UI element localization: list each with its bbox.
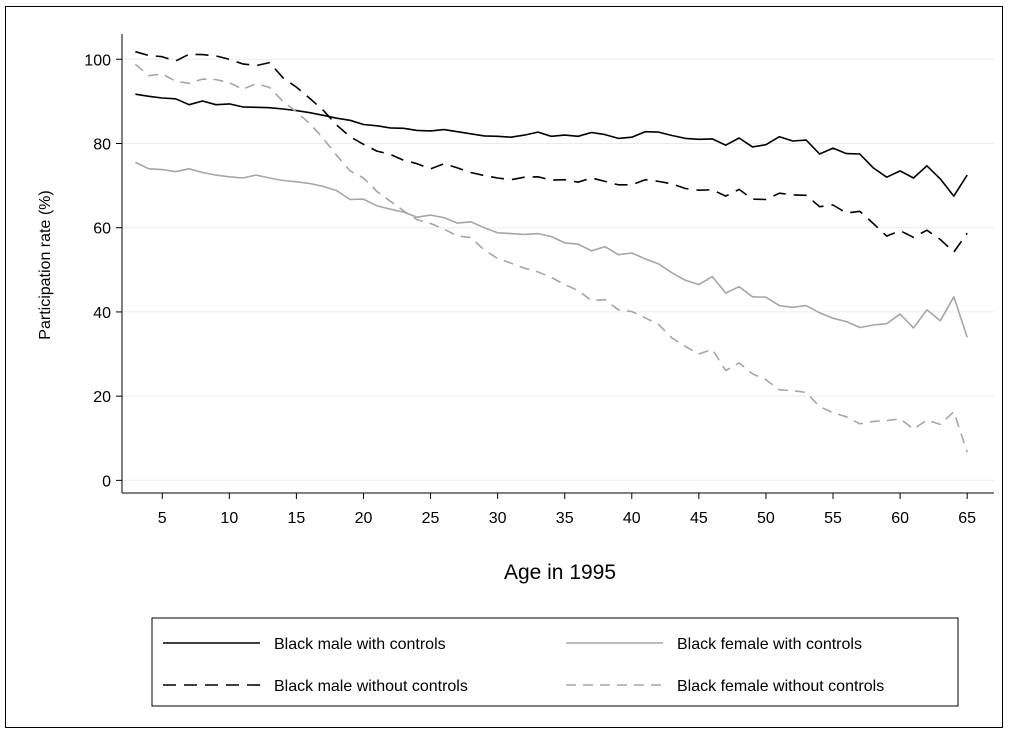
- x-axis-title: Age in 1995: [504, 561, 616, 584]
- y-tick-label: 80: [93, 136, 111, 153]
- x-tick-label: 35: [556, 510, 574, 527]
- x-tick-label: 15: [288, 510, 306, 527]
- y-tick-label: 100: [84, 52, 111, 69]
- legend-box: [151, 617, 959, 707]
- x-tick-label: 5: [158, 510, 167, 527]
- y-axis-title: Participation rate (%): [37, 190, 54, 339]
- x-tick-label: 40: [623, 510, 641, 527]
- legend-label-2: Black male without controls: [274, 678, 468, 695]
- chart-frame: [5, 6, 1003, 728]
- x-tick-label: 50: [757, 510, 775, 527]
- legend: Black male with controls Black male witho…: [151, 617, 959, 707]
- y-tick-label: 20: [93, 389, 111, 406]
- series-line-4: [134, 63, 968, 453]
- series-line-1: [135, 93, 968, 197]
- legend-label-1: Black male with controls: [274, 636, 446, 653]
- x-tick-label: 20: [355, 510, 373, 527]
- series-line-3: [135, 161, 968, 338]
- x-tick-label: 55: [824, 510, 842, 527]
- series-layer: [134, 50, 968, 453]
- y-tick-label: 60: [93, 221, 111, 238]
- x-tick-label: 60: [891, 510, 909, 527]
- axes: 0 20 40 60 80 100 5 10 15 20 25 30 35 40 45 50 55 60 65: [84, 34, 994, 527]
- y-tick-label: 0: [102, 473, 111, 490]
- legend-label-4: Black female without controls: [677, 678, 884, 695]
- x-tick-label: 45: [690, 510, 708, 527]
- x-tick-label: 10: [220, 510, 238, 527]
- x-tick-label: 25: [422, 510, 440, 527]
- legend-label-3: Black female with controls: [677, 636, 862, 653]
- x-tick-label: 65: [958, 510, 976, 527]
- y-tick-label: 40: [93, 305, 111, 322]
- grid-lines: [122, 58, 994, 481]
- x-tick-label: 30: [489, 510, 507, 527]
